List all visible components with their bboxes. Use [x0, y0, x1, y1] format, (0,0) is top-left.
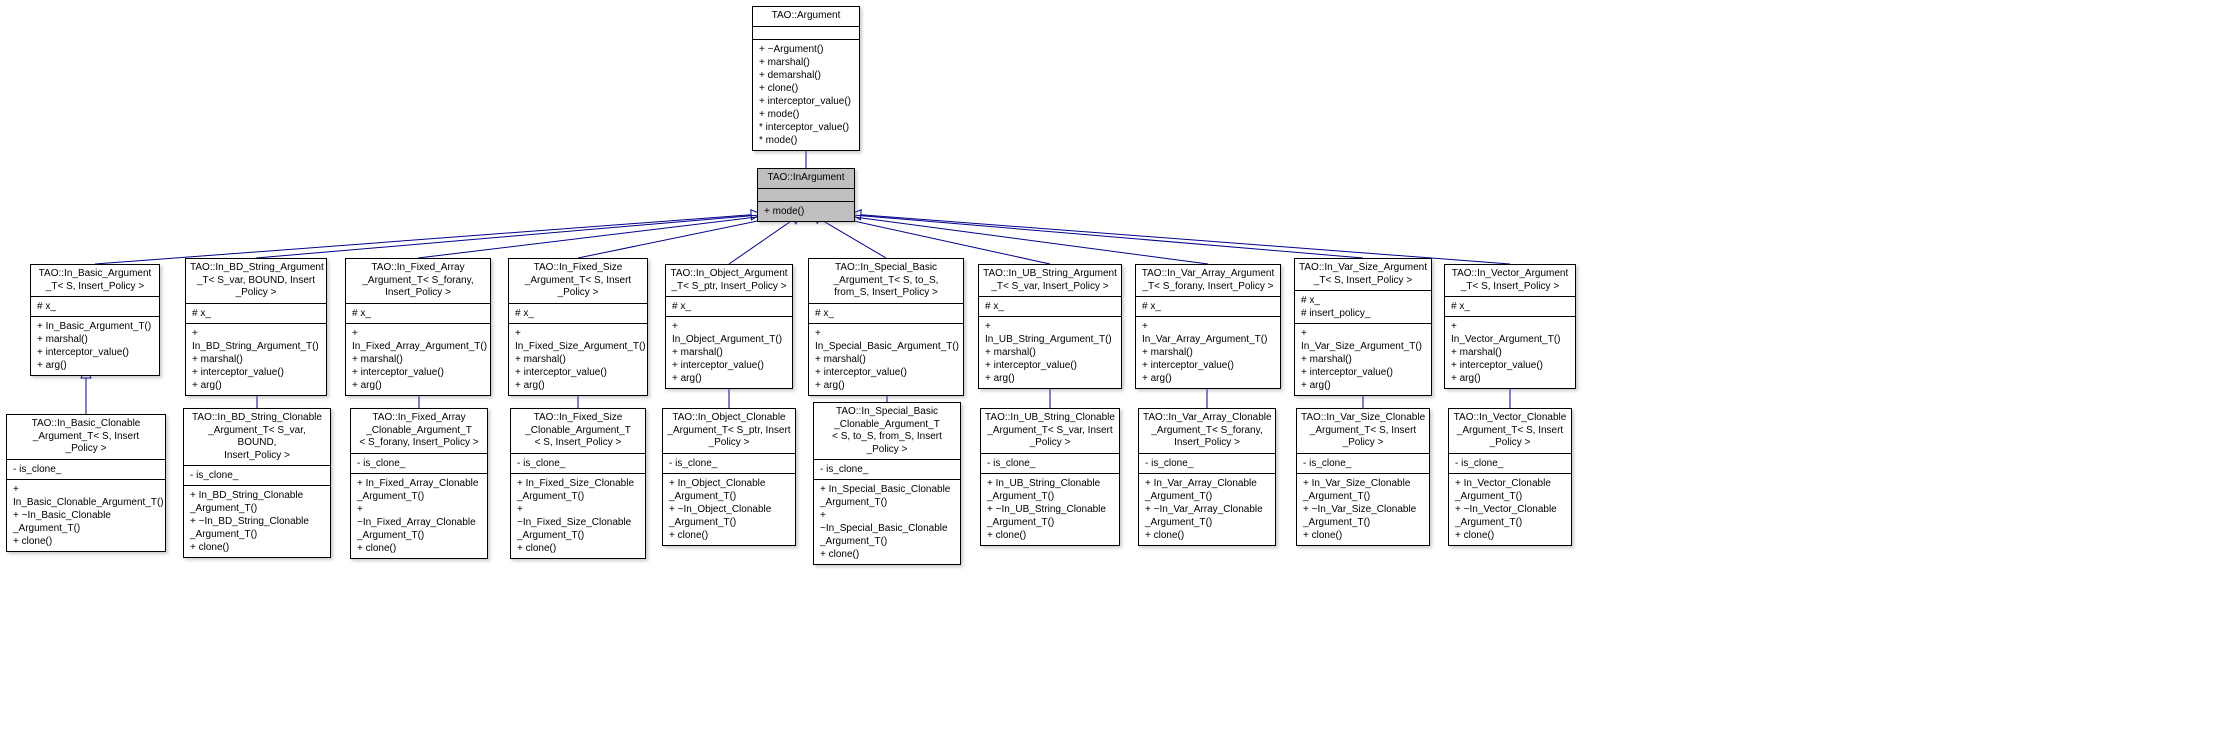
- class-attrs: [758, 189, 854, 202]
- class-attrs: - is_clone_: [1297, 454, 1429, 474]
- class-ops: + In_Special_Basic_Clonable _Argument_T(…: [814, 480, 960, 564]
- class-attrs: - is_clone_: [814, 460, 960, 480]
- class-title: TAO::In_Fixed_Size _Clonable_Argument_T …: [511, 409, 645, 454]
- uml-canvas: TAO::Argument + ~Argument() + marshal() …: [0, 0, 2229, 747]
- class-ops: + In_Basic_Clonable_Argument_T() + ~In_B…: [7, 480, 165, 551]
- class-title: TAO::In_BD_String_Clonable _Argument_T< …: [184, 409, 330, 466]
- class-attrs: [753, 27, 859, 40]
- class-in-special-basic-argument[interactable]: TAO::In_Special_Basic _Argument_T< S, to…: [808, 258, 964, 396]
- class-attrs: # x_: [31, 297, 159, 317]
- class-tao-argument[interactable]: TAO::Argument + ~Argument() + marshal() …: [752, 6, 860, 151]
- class-in-ub-string-clonable[interactable]: TAO::In_UB_String_Clonable _Argument_T< …: [980, 408, 1120, 546]
- class-in-vector-clonable[interactable]: TAO::In_Vector_Clonable _Argument_T< S, …: [1448, 408, 1572, 546]
- class-in-object-argument[interactable]: TAO::In_Object_Argument _T< S_ptr, Inser…: [665, 264, 793, 389]
- class-title: TAO::In_Var_Size_Clonable _Argument_T< S…: [1297, 409, 1429, 454]
- class-ops: + In_Var_Size_Clonable _Argument_T() + ~…: [1297, 474, 1429, 545]
- class-title: TAO::In_Var_Array_Argument _T< S_forany,…: [1136, 265, 1280, 297]
- class-attrs: # x_: [186, 304, 326, 324]
- class-attrs: # x_: [979, 297, 1121, 317]
- class-attrs: - is_clone_: [1449, 454, 1571, 474]
- class-ops: + In_Special_Basic_Argument_T() + marsha…: [809, 324, 963, 395]
- class-title: TAO::In_Fixed_Array _Clonable_Argument_T…: [351, 409, 487, 454]
- class-ops: + In_Vector_Clonable _Argument_T() + ~In…: [1449, 474, 1571, 545]
- class-ops: + In_Var_Size_Argument_T() + marshal() +…: [1295, 324, 1431, 395]
- class-title: TAO::In_Special_Basic _Clonable_Argument…: [814, 403, 960, 460]
- class-attrs: # x_: [1136, 297, 1280, 317]
- class-title: TAO::In_UB_String_Clonable _Argument_T< …: [981, 409, 1119, 454]
- class-title: TAO::InArgument: [758, 169, 854, 189]
- class-in-object-clonable[interactable]: TAO::In_Object_Clonable _Argument_T< S_p…: [662, 408, 796, 546]
- class-title: TAO::In_Object_Clonable _Argument_T< S_p…: [663, 409, 795, 454]
- class-title: TAO::In_Vector_Argument _T< S, Insert_Po…: [1445, 265, 1575, 297]
- class-ops: + mode(): [758, 202, 854, 221]
- class-title: TAO::In_UB_String_Argument _T< S_var, In…: [979, 265, 1121, 297]
- class-in-fixed-array-clonable[interactable]: TAO::In_Fixed_Array _Clonable_Argument_T…: [350, 408, 488, 559]
- class-in-vector-argument[interactable]: TAO::In_Vector_Argument _T< S, Insert_Po…: [1444, 264, 1576, 389]
- class-ops: + In_Fixed_Array_Argument_T() + marshal(…: [346, 324, 490, 395]
- class-title: TAO::In_BD_String_Argument _T< S_var, BO…: [186, 259, 326, 304]
- class-title: TAO::Argument: [753, 7, 859, 27]
- class-attrs: - is_clone_: [184, 466, 330, 486]
- class-in-bd-string-clonable[interactable]: TAO::In_BD_String_Clonable _Argument_T< …: [183, 408, 331, 558]
- class-attrs: - is_clone_: [7, 460, 165, 480]
- class-ops: + In_UB_String_Argument_T() + marshal() …: [979, 317, 1121, 388]
- class-attrs: - is_clone_: [981, 454, 1119, 474]
- class-title: TAO::In_Object_Argument _T< S_ptr, Inser…: [666, 265, 792, 297]
- class-in-fixed-size-argument[interactable]: TAO::In_Fixed_Size _Argument_T< S, Inser…: [508, 258, 648, 396]
- class-ops: + In_Object_Argument_T() + marshal() + i…: [666, 317, 792, 388]
- class-attrs: # x_: [809, 304, 963, 324]
- class-in-var-array-argument[interactable]: TAO::In_Var_Array_Argument _T< S_forany,…: [1135, 264, 1281, 389]
- class-title: TAO::In_Fixed_Array _Argument_T< S_foran…: [346, 259, 490, 304]
- class-attrs: - is_clone_: [351, 454, 487, 474]
- class-attrs: - is_clone_: [1139, 454, 1275, 474]
- class-title: TAO::In_Var_Size_Argument _T< S, Insert_…: [1295, 259, 1431, 291]
- class-attrs: - is_clone_: [663, 454, 795, 474]
- class-ops: + In_Object_Clonable _Argument_T() + ~In…: [663, 474, 795, 545]
- class-in-bd-string-argument[interactable]: TAO::In_BD_String_Argument _T< S_var, BO…: [185, 258, 327, 396]
- class-ops: + In_Vector_Argument_T() + marshal() + i…: [1445, 317, 1575, 388]
- class-ops: + ~Argument() + marshal() + demarshal() …: [753, 40, 859, 150]
- class-attrs: # x_ # insert_policy_: [1295, 291, 1431, 324]
- class-in-var-size-clonable[interactable]: TAO::In_Var_Size_Clonable _Argument_T< S…: [1296, 408, 1430, 546]
- class-in-fixed-size-clonable[interactable]: TAO::In_Fixed_Size _Clonable_Argument_T …: [510, 408, 646, 559]
- class-title: TAO::In_Basic_Argument _T< S, Insert_Pol…: [31, 265, 159, 297]
- class-in-ub-string-argument[interactable]: TAO::In_UB_String_Argument _T< S_var, In…: [978, 264, 1122, 389]
- class-ops: + In_BD_String_Argument_T() + marshal() …: [186, 324, 326, 395]
- class-attrs: - is_clone_: [511, 454, 645, 474]
- class-in-var-size-argument[interactable]: TAO::In_Var_Size_Argument _T< S, Insert_…: [1294, 258, 1432, 396]
- class-attrs: # x_: [666, 297, 792, 317]
- class-in-basic-argument[interactable]: TAO::In_Basic_Argument _T< S, Insert_Pol…: [30, 264, 160, 376]
- class-in-basic-clonable[interactable]: TAO::In_Basic_Clonable _Argument_T< S, I…: [6, 414, 166, 552]
- class-title: TAO::In_Fixed_Size _Argument_T< S, Inser…: [509, 259, 647, 304]
- class-ops: + In_Fixed_Size_Clonable _Argument_T() +…: [511, 474, 645, 558]
- class-attrs: # x_: [1445, 297, 1575, 317]
- class-ops: + In_Fixed_Size_Argument_T() + marshal()…: [509, 324, 647, 395]
- class-ops: + In_BD_String_Clonable _Argument_T() + …: [184, 486, 330, 557]
- class-ops: + In_Basic_Argument_T() + marshal() + in…: [31, 317, 159, 375]
- class-tao-inargument[interactable]: TAO::InArgument + mode(): [757, 168, 855, 222]
- class-ops: + In_UB_String_Clonable _Argument_T() + …: [981, 474, 1119, 545]
- class-attrs: # x_: [509, 304, 647, 324]
- class-in-special-basic-clonable[interactable]: TAO::In_Special_Basic _Clonable_Argument…: [813, 402, 961, 565]
- class-in-var-array-clonable[interactable]: TAO::In_Var_Array_Clonable _Argument_T< …: [1138, 408, 1276, 546]
- class-attrs: # x_: [346, 304, 490, 324]
- class-title: TAO::In_Var_Array_Clonable _Argument_T< …: [1139, 409, 1275, 454]
- class-ops: + In_Var_Array_Argument_T() + marshal() …: [1136, 317, 1280, 388]
- class-ops: + In_Var_Array_Clonable _Argument_T() + …: [1139, 474, 1275, 545]
- class-ops: + In_Fixed_Array_Clonable _Argument_T() …: [351, 474, 487, 558]
- class-title: TAO::In_Basic_Clonable _Argument_T< S, I…: [7, 415, 165, 460]
- class-title: TAO::In_Vector_Clonable _Argument_T< S, …: [1449, 409, 1571, 454]
- class-in-fixed-array-argument[interactable]: TAO::In_Fixed_Array _Argument_T< S_foran…: [345, 258, 491, 396]
- class-title: TAO::In_Special_Basic _Argument_T< S, to…: [809, 259, 963, 304]
